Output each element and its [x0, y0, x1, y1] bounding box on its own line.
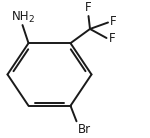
Text: 2: 2 — [28, 15, 34, 24]
Text: NH: NH — [12, 10, 30, 23]
Text: Br: Br — [78, 123, 91, 136]
Text: F: F — [85, 2, 92, 14]
Text: F: F — [110, 15, 117, 28]
Text: F: F — [109, 32, 115, 45]
